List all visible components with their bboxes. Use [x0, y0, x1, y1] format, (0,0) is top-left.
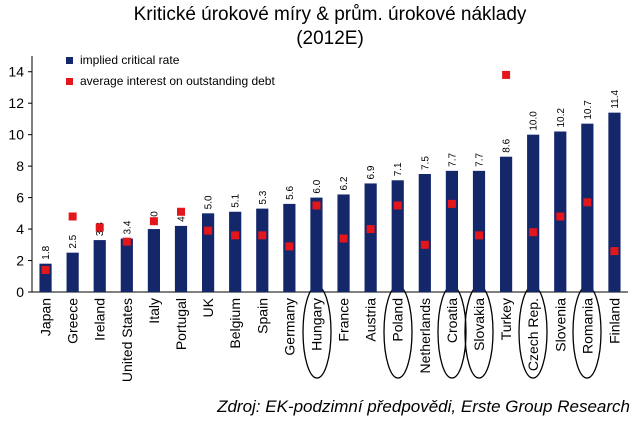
marker: [393, 201, 402, 210]
marker: [41, 265, 50, 274]
bar: [418, 174, 431, 292]
x-tick-label: Japan: [38, 298, 54, 336]
x-tick-label: Netherlands: [417, 298, 433, 374]
marker: [447, 199, 456, 208]
marker: [610, 247, 619, 256]
x-tick-label: Hungary: [308, 298, 324, 351]
marker: [475, 231, 483, 240]
value-label: 6.9: [366, 165, 377, 179]
value-label: 6.2: [339, 176, 350, 190]
x-tick-label: Turkey: [498, 298, 514, 340]
value-label: 5.3: [258, 190, 269, 204]
bar: [527, 134, 540, 292]
marker: [68, 212, 77, 221]
marker: [502, 70, 511, 79]
marker: [583, 198, 592, 207]
bar: [120, 238, 133, 292]
x-tick-label: Germany: [281, 298, 297, 356]
source: Zdroj: EK-podzimní předpovědi, Erste Gro…: [216, 397, 630, 416]
marker: [556, 212, 565, 221]
x-tick-label: Spain: [254, 298, 270, 334]
bar: [608, 112, 621, 292]
bar: [554, 131, 567, 292]
x-tick-label: UK: [200, 297, 216, 317]
marker: [312, 201, 321, 210]
value-label: 7.5: [420, 156, 431, 170]
legend-swatch: [66, 57, 73, 64]
value-label: 3.4: [122, 220, 133, 234]
bar: [445, 170, 459, 292]
bar: [256, 208, 269, 292]
value-label: 10.7: [583, 100, 594, 120]
x-tick-label: Poland: [390, 298, 406, 342]
x-tick-label: Slovakia: [471, 298, 487, 351]
y-tick-label: 12: [8, 95, 24, 111]
value-label: 5.0: [204, 195, 215, 209]
x-tick-label: Croatia: [444, 298, 460, 343]
x-tick-label: Portugal: [173, 298, 189, 350]
y-tick-label: 8: [16, 158, 24, 174]
value-label: 10.0: [529, 111, 540, 131]
y-tick-label: 2: [16, 253, 24, 269]
y-tick-label: 14: [8, 64, 24, 80]
bar: [310, 197, 323, 292]
bar: [337, 194, 350, 292]
legend-label: implied critical rate: [80, 53, 180, 67]
value-label: 2.5: [68, 234, 79, 248]
y-tick-label: 10: [8, 127, 24, 143]
value-label: 7.7: [447, 153, 458, 167]
chart-title: Kritické úrokové míry & prům. úrokové ná…: [134, 4, 527, 25]
value-label: 5.6: [285, 186, 296, 200]
x-tick-label: Belgium: [227, 298, 243, 349]
x-tick-label: Romania: [579, 298, 595, 354]
value-label: 11.4: [610, 89, 621, 108]
marker: [339, 234, 348, 243]
y-tick-label: 0: [16, 284, 24, 300]
value-label: 6.0: [312, 179, 323, 193]
marker: [420, 240, 429, 249]
marker: [231, 231, 240, 240]
x-tick-label: Austria: [363, 298, 379, 342]
marker: [258, 231, 267, 240]
value-label: 7.1: [393, 162, 404, 176]
bar: [147, 229, 161, 292]
legend-swatch: [66, 78, 73, 85]
x-tick-label: Greece: [65, 298, 81, 344]
value-label: 10.2: [556, 108, 567, 128]
chart-subtitle: (2012E): [296, 28, 364, 49]
y-tick-label: 6: [16, 190, 24, 206]
bar: [174, 225, 188, 292]
bar: [391, 180, 404, 292]
marker: [149, 217, 158, 226]
bar: [364, 183, 377, 292]
x-tick-label: France: [336, 298, 352, 342]
bar: [201, 213, 215, 292]
bar: [581, 123, 594, 292]
x-tick-label: Ireland: [92, 298, 108, 341]
legend-label: average interest on outstanding debt: [80, 74, 275, 88]
value-label: 8.6: [502, 138, 513, 152]
marker: [95, 223, 104, 232]
marker: [122, 237, 131, 246]
bar: [66, 252, 79, 292]
marker: [204, 226, 213, 235]
x-tick-label: Czech Rep.: [525, 298, 541, 371]
marker: [366, 225, 375, 234]
x-tick-label: United States: [119, 298, 135, 382]
x-tick-label: Slovenia: [552, 298, 568, 352]
value-label: 7.7: [475, 153, 486, 167]
bar: [499, 156, 513, 292]
bar: [229, 211, 242, 292]
value-label: 1.8: [41, 245, 52, 259]
x-tick-label: Finland: [606, 298, 622, 344]
value-label: 5.1: [231, 193, 242, 207]
marker: [529, 228, 538, 237]
marker: [285, 242, 294, 251]
x-tick-label: Italy: [146, 298, 162, 324]
y-tick-label: 4: [16, 221, 24, 237]
bar: [93, 240, 106, 292]
marker: [177, 207, 185, 216]
